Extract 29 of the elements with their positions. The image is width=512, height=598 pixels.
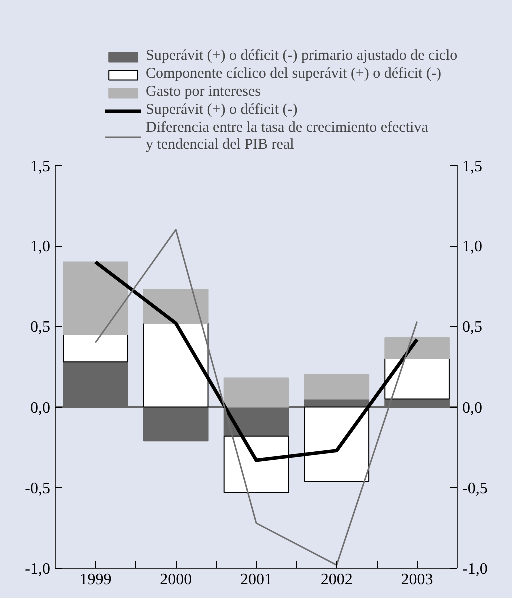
legend-label: Componente cíclico del superávit (+) o déficit (-) <box>146 66 442 83</box>
bar <box>304 374 370 400</box>
bar <box>63 262 128 336</box>
y-tick-label: 0,5 <box>30 319 50 336</box>
bar <box>224 378 290 408</box>
bar <box>143 289 209 324</box>
bar <box>63 334 128 363</box>
legend-label: Diferencia entre la tasa de crecimiento efectiva y tendencial del PIB real <box>146 120 428 154</box>
y2-tick-label: 0,5 <box>462 319 482 336</box>
x-tick-label: 2003 <box>401 572 434 588</box>
y-tick-label: 1,0 <box>30 238 50 256</box>
legend-label: Superávit (+) o déficit (-) primario ajustado de ciclo <box>146 48 458 65</box>
y-tick-label: -1,0 <box>25 561 50 578</box>
y-tick-label: 0,0 <box>30 400 50 417</box>
y2-tick-label: 1,0 <box>462 238 482 256</box>
y2-tick-label: 1,5 <box>462 158 482 176</box>
y2-tick-label: -0,5 <box>462 480 488 498</box>
y-tick-label: -0,5 <box>25 480 50 498</box>
x-tick-label: 2000 <box>160 572 192 588</box>
bar <box>384 337 450 360</box>
bar <box>143 322 209 408</box>
y-tick-label: 1,5 <box>30 158 50 176</box>
y2-tick-label: 0,0 <box>462 400 482 417</box>
x-tick-label: 1999 <box>80 572 112 588</box>
x-tick-label: 2002 <box>320 572 353 588</box>
legend-label: Gasto por intereses <box>146 84 261 101</box>
x-tick-label: 2001 <box>240 572 272 588</box>
y2-tick-label: -1,0 <box>462 561 488 578</box>
legend-label: Superávit (+) o déficit (-) <box>146 102 298 119</box>
